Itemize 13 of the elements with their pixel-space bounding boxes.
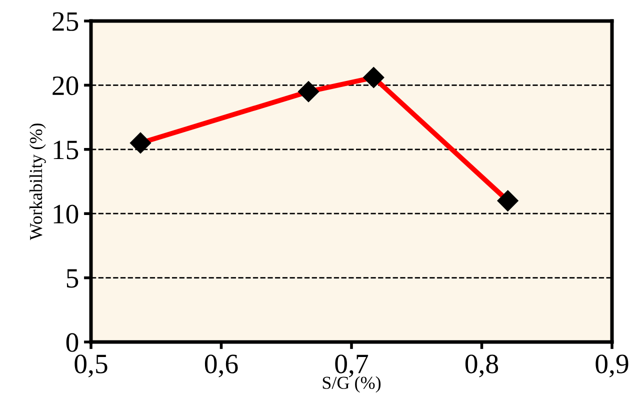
- y-tick-label: 20: [52, 76, 78, 96]
- y-tick-label: 0: [66, 333, 78, 352]
- x-tick-label: 0,7: [335, 354, 368, 378]
- x-axis-title: S/G (%): [322, 376, 381, 393]
- y-axis-title: Workability (%): [29, 124, 46, 240]
- x-tick-label: 0,5: [74, 354, 108, 378]
- y-tick-label: 15: [54, 140, 78, 160]
- x-tick-label: 0,9: [596, 354, 628, 378]
- y-tick-label: 10: [54, 204, 78, 224]
- x-tick-label: 0,8: [465, 354, 498, 378]
- x-tick-label: 0,6: [204, 354, 238, 378]
- y-tick-label: 5: [66, 269, 78, 288]
- y-tick-label: 25: [52, 12, 78, 31]
